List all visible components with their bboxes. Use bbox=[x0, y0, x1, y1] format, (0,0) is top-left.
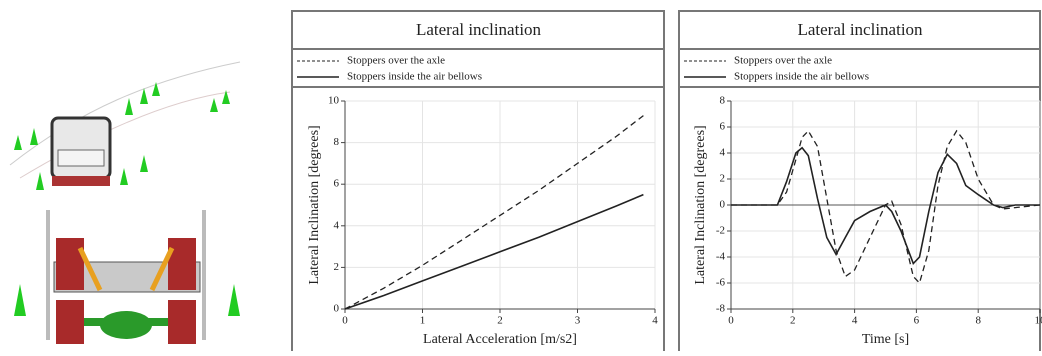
x-tick-label: 3 bbox=[575, 315, 581, 327]
x-axis-label: Lateral Acceleration [m/s2] bbox=[423, 332, 577, 347]
x-axis-label: Time [s] bbox=[862, 332, 909, 347]
y-tick-label: 8 bbox=[720, 95, 726, 107]
legend-label: Stoppers over the axle bbox=[347, 55, 445, 67]
y-tick-label: 4 bbox=[334, 219, 340, 231]
y-tick-label: 2 bbox=[720, 173, 726, 185]
legend-label: Stoppers inside the air bellows bbox=[347, 71, 482, 83]
chart-panel: Lateral inclination Stoppers over the axl… bbox=[679, 11, 1042, 351]
y-tick-label: 8 bbox=[334, 136, 340, 148]
x-tick-label: 0 bbox=[342, 315, 348, 327]
y-tick-label: -6 bbox=[716, 277, 726, 289]
y-tick-label: -2 bbox=[716, 225, 725, 237]
x-tick-label: 2 bbox=[790, 315, 796, 327]
legend-label: Stoppers over the axle bbox=[734, 55, 832, 67]
x-tick-label: 4 bbox=[852, 315, 858, 327]
x-tick-label: 10 bbox=[1035, 315, 1042, 327]
y-tick-label: 6 bbox=[720, 121, 726, 133]
x-tick-label: 0 bbox=[728, 315, 734, 327]
x-tick-label: 2 bbox=[497, 315, 503, 327]
y-tick-label: -4 bbox=[716, 251, 726, 263]
y-tick-label: 0 bbox=[334, 303, 340, 315]
y-tick-label: -8 bbox=[716, 303, 726, 315]
chart-panel: Lateral inclination Stoppers over the axl… bbox=[292, 11, 664, 351]
y-tick-label: 2 bbox=[334, 261, 340, 273]
y-axis-label: Lateral Inclination [degrees] bbox=[307, 125, 322, 284]
y-tick-label: 10 bbox=[328, 95, 340, 107]
x-tick-label: 8 bbox=[975, 315, 981, 327]
figure: Lateral inclination Stoppers over the axl… bbox=[0, 0, 1042, 351]
x-tick-label: 1 bbox=[420, 315, 426, 327]
x-tick-label: 6 bbox=[914, 315, 920, 327]
vehicle-illustration-top bbox=[10, 62, 240, 190]
y-tick-label: 0 bbox=[720, 199, 726, 211]
plot-box bbox=[292, 87, 664, 351]
y-tick-label: 4 bbox=[720, 147, 726, 159]
chart-title: Lateral inclination bbox=[416, 20, 542, 39]
chart-title: Lateral inclination bbox=[797, 20, 923, 39]
legend-label: Stoppers inside the air bellows bbox=[734, 71, 869, 83]
y-tick-label: 6 bbox=[334, 178, 340, 190]
y-axis-label: Lateral Inclination [degrees] bbox=[693, 125, 708, 284]
axle-illustration bbox=[14, 210, 240, 344]
x-tick-label: 4 bbox=[652, 315, 658, 327]
